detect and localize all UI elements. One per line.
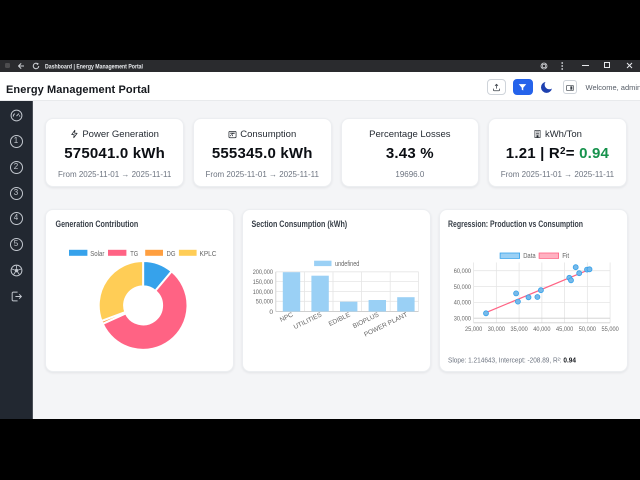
svg-text:UTILITIES: UTILITIES <box>293 312 324 332</box>
svg-text:150,000: 150,000 <box>253 279 274 286</box>
svg-text:30,000: 30,000 <box>454 316 471 323</box>
svg-text:35,000: 35,000 <box>511 326 528 333</box>
svg-text:NPC: NPC <box>279 312 295 324</box>
svg-text:KPLC: KPLC <box>200 251 217 258</box>
svg-text:30,000: 30,000 <box>488 326 505 333</box>
svg-text:0: 0 <box>270 309 274 316</box>
svg-text:Solar: Solar <box>91 251 106 258</box>
svg-text:40,000: 40,000 <box>533 326 550 333</box>
svg-text:100,000: 100,000 <box>253 289 274 296</box>
svg-text:40,000: 40,000 <box>454 300 471 307</box>
svg-text:Slope: 1.214643, Intercept: -2: Slope: 1.214643, Intercept: -208.89, R²:… <box>448 356 576 365</box>
svg-text:undefined: undefined <box>335 261 359 268</box>
svg-text:60,000: 60,000 <box>454 268 471 275</box>
svg-text:55,000: 55,000 <box>602 326 619 333</box>
svg-text:Dashboard | Energy Management: Dashboard | Energy Management Portal <box>45 63 143 70</box>
svg-text:Regression: Production vs Cons: Regression: Production vs Consumption <box>448 219 583 229</box>
svg-text:EDIBLE: EDIBLE <box>328 312 352 329</box>
svg-text:50,000: 50,000 <box>579 326 596 333</box>
svg-text:Section Consumption (kWh): Section Consumption (kWh) <box>252 219 348 229</box>
svg-text:45,000: 45,000 <box>556 326 573 333</box>
svg-text:200,000: 200,000 <box>253 270 274 277</box>
svg-text:25,000: 25,000 <box>465 326 482 333</box>
svg-text:Generation Contribution: Generation Contribution <box>56 219 139 229</box>
svg-text:50,000: 50,000 <box>256 299 273 306</box>
svg-text:TG: TG <box>131 251 139 258</box>
svg-text:50,000: 50,000 <box>454 284 471 291</box>
svg-text:Fit: Fit <box>562 254 569 261</box>
svg-text:DG: DG <box>167 251 176 258</box>
svg-text:Data: Data <box>523 254 535 261</box>
